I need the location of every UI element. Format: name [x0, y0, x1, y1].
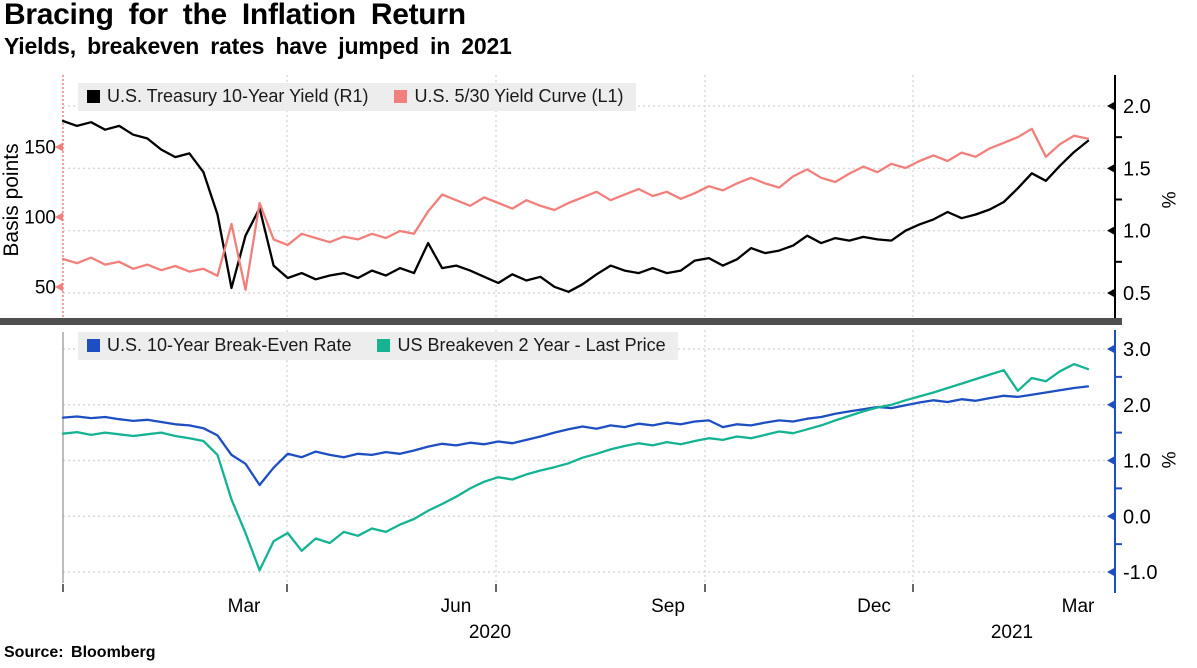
legend-label: US Breakeven 2 Year - Last Price: [397, 335, 666, 355]
axis-tick-label: 100: [24, 208, 56, 229]
legend-entry: U.S. 10-Year Break-Even Rate: [87, 335, 351, 356]
axis-tick-arrow: [1107, 288, 1115, 298]
axis-tick-arrow: [55, 212, 63, 222]
axis-tick-arrow: [1107, 226, 1115, 236]
axis-tick-label: 150: [24, 138, 56, 159]
axis-tick-arrow: [55, 142, 63, 152]
axis-tick-arrow: [1107, 400, 1115, 410]
legend-swatch: [87, 339, 100, 352]
series-line-1-2: [61, 127, 1090, 291]
legend-swatch: [87, 90, 100, 103]
axis-tick-label: 1.5: [1123, 158, 1151, 180]
page-title: Bracing for the Inflation Return: [4, 0, 466, 31]
bottom-panel: 3.0 2.0 1.0 0.0 -1.0%: [61, 330, 1178, 593]
x-month-label: Jun: [441, 596, 472, 617]
series-line-2-1: [61, 385, 1090, 487]
legend-label: U.S. Treasury 10-Year Yield (R1): [107, 86, 369, 106]
left-axis-title: Basis points: [0, 143, 23, 256]
top-panel: 150 100 50 Basis points 2.0 1.5 1.0 0.5%: [0, 75, 1178, 318]
axis-tick-arrow: [1107, 511, 1115, 521]
axis-tick-label: 2.0: [1123, 96, 1151, 118]
axis-tick-arrow: [1107, 163, 1115, 173]
series-line-2-2: [61, 362, 1090, 572]
axis-tick-label: 50: [35, 278, 56, 299]
x-month-label: Mar: [228, 596, 261, 617]
axis-tick-label: 0.5: [1123, 283, 1151, 305]
legend-entry: US Breakeven 2 Year - Last Price: [377, 335, 666, 356]
source-label: Source: Bloomberg: [4, 644, 156, 661]
x-month-label: Dec: [857, 596, 891, 617]
axis-tick-label: 0.0: [1123, 506, 1151, 528]
axis-tick-arrow: [1107, 567, 1115, 577]
series-line-1-1: [61, 119, 1090, 293]
right-axis-title: %: [1157, 452, 1178, 469]
x-month-label: Sep: [651, 596, 685, 617]
axis-tick-arrow: [55, 282, 63, 292]
top-panel-legend: U.S. Treasury 10-Year Yield (R1) U.S. 5/3…: [78, 83, 636, 111]
legend-swatch: [377, 339, 391, 352]
axis-tick-label: -1.0: [1123, 562, 1157, 584]
x-year-label: 2020: [469, 622, 511, 643]
x-year-label: 2021: [991, 622, 1033, 643]
legend-entry: U.S. Treasury 10-Year Yield (R1): [87, 86, 368, 107]
legend-entry: U.S. 5/30 Yield Curve (L1): [394, 86, 624, 107]
axis-tick-arrow: [1107, 101, 1115, 111]
panel-separator: [0, 318, 1122, 325]
axis-tick-label: 1.0: [1123, 221, 1151, 243]
axis-tick-arrow: [1107, 344, 1115, 354]
x-month-label: Mar: [1062, 596, 1095, 617]
axis-tick-label: 2.0: [1123, 395, 1151, 417]
right-axis-title: %: [1157, 192, 1178, 209]
axis-tick-label: 3.0: [1123, 339, 1151, 361]
page-subtitle: Yields, breakeven rates have jumped in 2…: [4, 33, 512, 59]
axis-tick-label: 1.0: [1123, 451, 1151, 473]
x-axis: Mar Jun Sep Dec Mar 2020 2021: [62, 584, 1095, 643]
legend-swatch: [394, 90, 408, 103]
legend-label: U.S. 10-Year Break-Even Rate: [107, 335, 352, 355]
axis-tick-arrow: [1107, 456, 1115, 465]
legend-label: U.S. 5/30 Yield Curve (L1): [414, 86, 624, 106]
bottom-panel-legend: U.S. 10-Year Break-Even Rate US Breakeven…: [78, 332, 678, 360]
